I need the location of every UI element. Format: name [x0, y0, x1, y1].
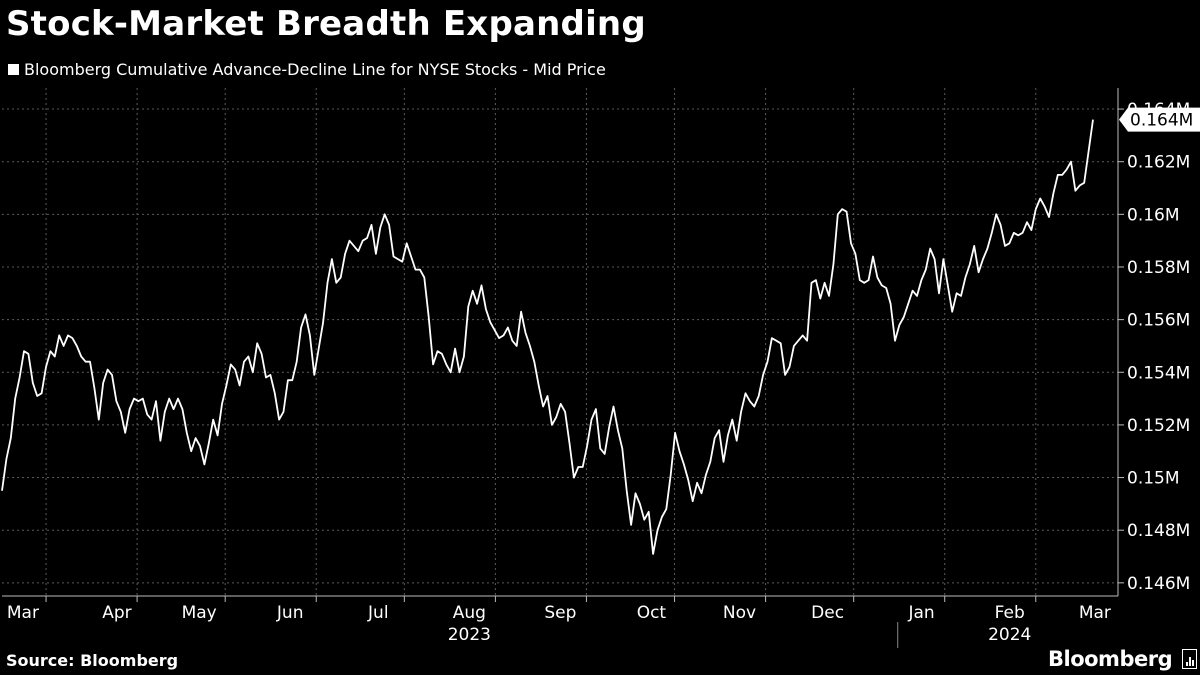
year-label: 2024: [988, 625, 1031, 645]
grid: [2, 88, 1118, 596]
y-tick-label: 0.152M: [1127, 416, 1190, 436]
y-tick-label: 0.148M: [1127, 521, 1190, 541]
series-line: [1, 119, 1094, 555]
x-tick-label: Oct: [637, 603, 667, 623]
x-tick-label: Nov: [723, 603, 756, 623]
axis-labels: 0.146M 0.148M 0.15M 0.152M 0.154M 0.156M 0.158…: [7, 100, 1200, 645]
last-value-label: 0.164M: [1130, 111, 1193, 131]
x-tick-label: Jun: [276, 603, 304, 623]
logo-text: Bloomberg: [1048, 647, 1173, 671]
x-tick-label: Mar: [7, 603, 39, 623]
x-tick-label: Aug: [453, 603, 486, 623]
x-tick-label: Apr: [102, 603, 131, 623]
source-note: Source: Bloomberg: [6, 651, 179, 670]
y-tick-label: 0.156M: [1127, 311, 1190, 331]
x-tick-label: Mar: [1079, 603, 1111, 623]
y-tick-label: 0.15M: [1127, 469, 1180, 489]
chart-title: Stock-Market Breadth Expanding: [6, 4, 646, 44]
year-label: 2023: [448, 625, 491, 645]
y-tick-label: 0.16M: [1127, 205, 1180, 225]
legend: Bloomberg Cumulative Advance-Decline Lin…: [8, 60, 606, 79]
last-value-tag: [1119, 107, 1200, 132]
legend-label: Bloomberg Cumulative Advance-Decline Lin…: [24, 60, 606, 79]
y-tick-label: 0.162M: [1127, 153, 1190, 173]
bloomberg-logo: Bloomberg: [1048, 647, 1198, 671]
y-tick-label: 0.146M: [1127, 574, 1190, 594]
series: [1, 119, 1094, 555]
bar-chart-icon: [1182, 649, 1198, 669]
x-tick-label: May: [182, 603, 217, 623]
y-tick-label: 0.154M: [1127, 363, 1190, 383]
x-tick-label: Dec: [811, 603, 844, 623]
axes: [2, 88, 1124, 648]
x-tick-label: Sep: [544, 603, 576, 623]
x-tick-label: Feb: [995, 603, 1025, 623]
x-tick-label: Jul: [367, 603, 389, 623]
x-tick-label: Jan: [908, 603, 935, 623]
y-tick-label: 0.158M: [1127, 258, 1190, 278]
legend-swatch: [8, 64, 19, 75]
